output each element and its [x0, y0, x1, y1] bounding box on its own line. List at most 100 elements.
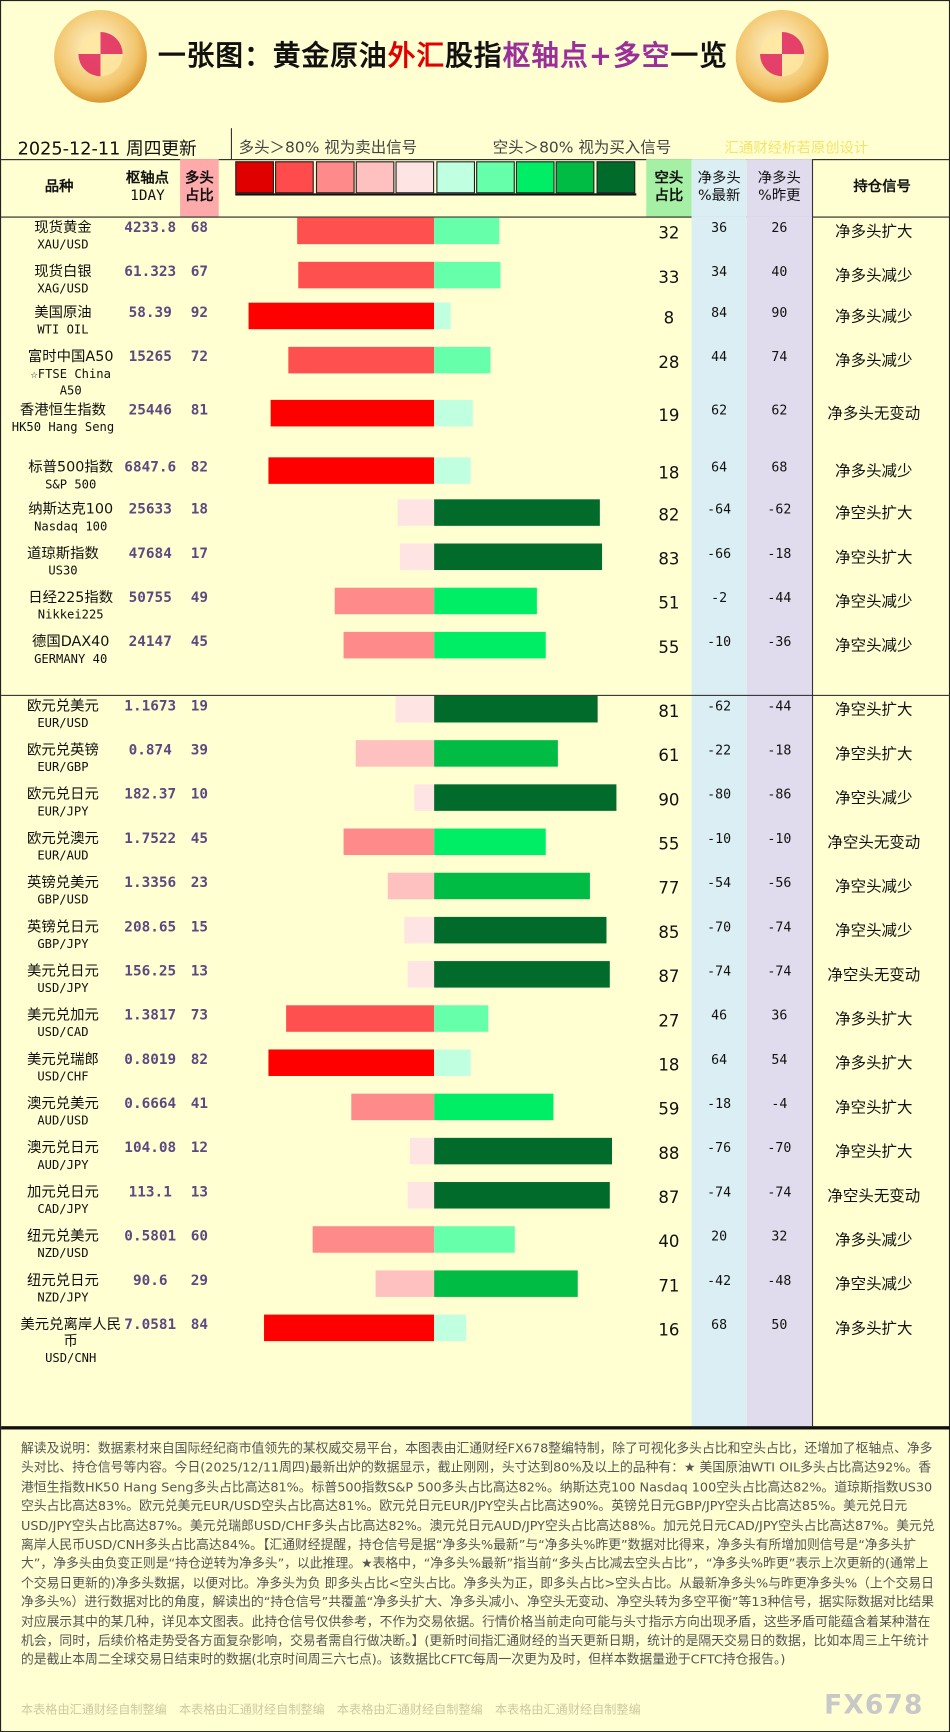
- long-pct: 73: [190, 1007, 209, 1025]
- short-pct: 8: [663, 308, 675, 329]
- scale-swatch: [315, 161, 355, 194]
- instrument-name: 加元兑日元 CAD/JPY: [1, 1184, 125, 1217]
- scale-swatch: [395, 161, 435, 194]
- net-prev: -18: [767, 545, 792, 562]
- long-bar: [413, 784, 435, 811]
- position-signal: 净多头减少: [835, 1231, 913, 1250]
- pivot-value: 0.8019: [124, 1051, 177, 1069]
- net-prev: -74: [767, 1184, 792, 1200]
- net-prev: -56: [767, 874, 792, 891]
- short-bar: [434, 399, 473, 427]
- short-pct: 81: [658, 701, 680, 722]
- col-signal: 持仓信号: [853, 178, 911, 196]
- long-bar: [403, 916, 435, 944]
- pivot-value: 25446: [128, 402, 172, 419]
- position-signal: 净空头无变动: [827, 834, 921, 852]
- long-pct: 82: [190, 1051, 209, 1069]
- net-prev: -74: [767, 963, 792, 979]
- pivot-value: 1.3356: [124, 874, 177, 892]
- pivot-value: 1.1673: [124, 698, 177, 715]
- pivot-value: 0.5801: [124, 1228, 177, 1245]
- short-bar: [434, 587, 538, 615]
- long-pct: 39: [190, 742, 209, 759]
- long-pct: 45: [190, 830, 209, 848]
- instrument-code: EUR/GBP: [37, 760, 89, 775]
- net-prev: -86: [767, 786, 792, 803]
- instrument-cn: 纳斯达克100: [28, 501, 114, 519]
- instrument-cn: 香港恒生指数: [19, 402, 107, 419]
- legend-short: 空头＞80% 视为买入信号: [492, 139, 672, 157]
- instrument-name: 美国原油 WTI OIL: [1, 305, 125, 338]
- pivot-value: 61.323: [124, 264, 177, 281]
- long-bar: [268, 457, 435, 484]
- instrument-cn: 纽元兑日元: [27, 1272, 99, 1290]
- long-pct: 82: [190, 459, 209, 477]
- instrument-code: USD/CNH: [45, 1351, 97, 1366]
- position-signal: 净多头扩大: [835, 1320, 913, 1338]
- instrument-name: 纳斯达克100 Nasdaq 100: [17, 502, 125, 535]
- instrument-cn: 现货白银: [34, 264, 92, 281]
- net-latest: -22: [707, 742, 732, 758]
- instrument-name: 美元兑瑞郎 USD/CHF: [1, 1052, 125, 1085]
- scale-swatch: [435, 161, 475, 194]
- instrument-code: NZD/JPY: [37, 1290, 89, 1305]
- short-pct: 18: [658, 462, 680, 483]
- instrument-name: 英镑兑美元 GBP/USD: [1, 875, 125, 908]
- instrument-cn: 道琼斯指数: [27, 545, 99, 563]
- pivot-value: 113.1: [128, 1184, 172, 1201]
- short-bar: [434, 784, 617, 811]
- col-short: 空头 占比: [646, 159, 692, 217]
- short-pct: 32: [658, 223, 680, 244]
- long-bar: [288, 346, 435, 374]
- long-bar: [270, 399, 435, 427]
- long-pct: 72: [190, 349, 209, 366]
- instrument-code: AUD/JPY: [37, 1157, 89, 1173]
- instrument-code: EUR/JPY: [37, 804, 89, 819]
- short-bar: [434, 499, 600, 526]
- net-prev: -44: [767, 698, 792, 714]
- long-bar: [375, 1270, 435, 1297]
- long-bar: [268, 1049, 435, 1076]
- net-latest: -76: [707, 1140, 732, 1156]
- instrument-name: 现货白银 XAG/USD: [1, 264, 125, 297]
- net-prev: 90: [771, 304, 788, 321]
- net-latest: -74: [707, 963, 732, 979]
- instrument-code: HK50 Hang Seng: [11, 419, 115, 435]
- pivot-value: 1.7522: [124, 830, 177, 848]
- pivot-value: 24147: [128, 634, 172, 651]
- instrument-name: 澳元兑美元 AUD/USD: [1, 1096, 125, 1129]
- short-pct: 59: [658, 1099, 680, 1120]
- instrument-code: XAG/USD: [37, 281, 89, 297]
- instrument-name: 日经225指数 Nikkei225: [17, 590, 125, 623]
- instrument-cn: 欧元兑美元: [27, 698, 99, 715]
- net-latest: -42: [707, 1272, 732, 1289]
- short-bar: [434, 695, 598, 723]
- short-bar: [434, 1182, 611, 1209]
- pivot-value: 90.6: [132, 1272, 168, 1290]
- instrument-cn: 美元兑加元: [27, 1007, 99, 1025]
- net-latest: -80: [707, 786, 732, 803]
- long-pct: 67: [190, 264, 209, 281]
- net-prev: 68: [771, 459, 788, 476]
- net-latest: -2: [711, 589, 728, 606]
- net-prev: -18: [767, 742, 792, 758]
- instrument-code: S&P 500: [45, 477, 97, 492]
- net-prev: 40: [771, 264, 788, 280]
- scale-swatch: [596, 161, 635, 194]
- col-net-prev: 净多头 %昨更: [746, 159, 814, 217]
- instrument-cn: 美元兑离岸人民币: [20, 1316, 121, 1350]
- instrument-cn: 美元兑日元: [27, 963, 99, 980]
- net-latest: 62: [711, 402, 728, 418]
- instrument-code: ☆FTSE China A50: [30, 366, 111, 398]
- pivot-value: 182.37: [124, 786, 177, 804]
- short-pct: 51: [658, 593, 680, 614]
- long-bar: [397, 499, 435, 526]
- pivot-value: 58.39: [128, 304, 172, 322]
- pivot-value: 47684: [128, 545, 172, 563]
- long-pct: 10: [190, 786, 209, 804]
- instrument-cn: 英镑兑美元: [27, 874, 99, 892]
- net-prev: 74: [771, 349, 788, 365]
- position-signal: 净空头减少: [835, 789, 913, 808]
- net-latest: -66: [707, 545, 732, 562]
- instrument-cn: 美元兑瑞郎: [27, 1051, 99, 1069]
